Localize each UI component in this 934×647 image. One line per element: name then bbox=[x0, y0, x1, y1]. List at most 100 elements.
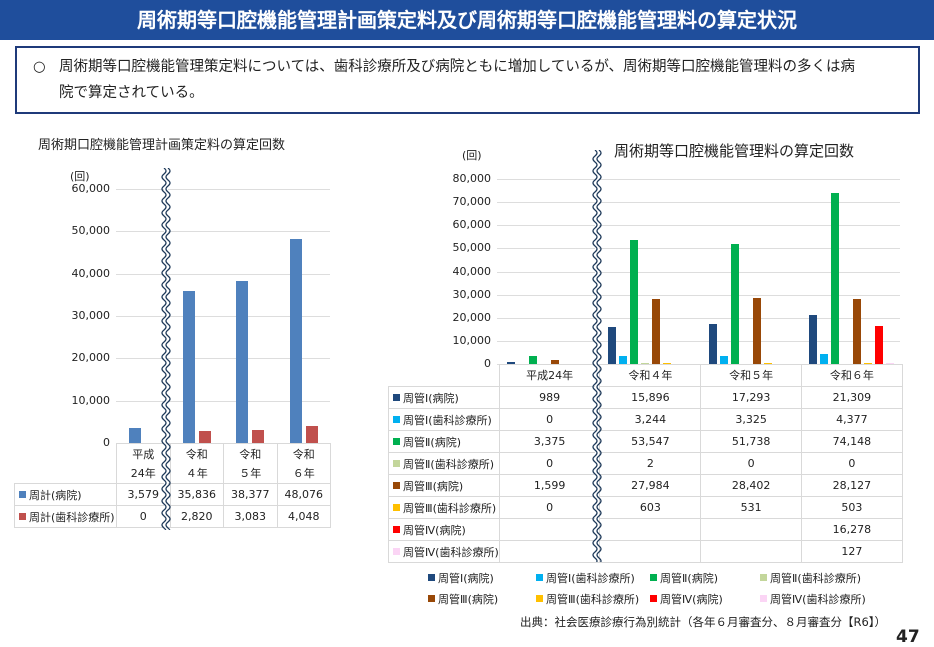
right-chart-title: 周術期等口腔機能管理料の算定回数 bbox=[614, 142, 855, 160]
legend-label: 周管Ⅱ(歯科診療所) bbox=[770, 572, 861, 585]
table-cell: 16,278 bbox=[800, 518, 903, 541]
table-cell bbox=[700, 540, 802, 563]
y-tick-label: 50,000 bbox=[71, 224, 111, 238]
y-tick-label: 20,000 bbox=[452, 310, 492, 324]
legend-swatch-icon bbox=[536, 595, 543, 602]
legend-swatch-icon bbox=[393, 525, 400, 533]
bar bbox=[651, 299, 660, 364]
bar bbox=[618, 356, 627, 364]
legend-label: 周管Ⅲ(病院) bbox=[438, 593, 499, 606]
legend-swatch-icon bbox=[536, 574, 543, 581]
y-tick-label: 60,000 bbox=[452, 218, 492, 232]
category-label: 令和５年 bbox=[700, 364, 802, 387]
axis-break-icon bbox=[161, 168, 171, 530]
category-label: 平成24年 bbox=[498, 364, 601, 387]
summary-box: ○ 周術期等口腔機能管理策定料については、歯科診療所及び病院ともに増加しているが、… bbox=[15, 46, 920, 114]
series-name: 周計(病院) bbox=[29, 488, 82, 502]
series-label: 周計(病院) bbox=[14, 483, 117, 506]
series-name: 周管Ⅰ(歯科診療所) bbox=[403, 413, 492, 427]
legend-item: 周管Ⅳ(病院) bbox=[650, 591, 723, 607]
category-label-line: 令和 bbox=[239, 447, 262, 461]
legend-swatch-icon bbox=[393, 481, 400, 489]
legend-item: 周管Ⅰ(病院) bbox=[428, 570, 494, 586]
category-label: 令和 ６年 bbox=[276, 443, 331, 484]
bar bbox=[629, 240, 638, 364]
page-number: 47 bbox=[896, 627, 920, 647]
table-cell: 38,377 bbox=[223, 483, 278, 506]
table-corner bbox=[14, 443, 117, 484]
table-cell: 35,836 bbox=[169, 483, 224, 506]
source-note: 出典：社会医療診療行為別統計（各年６月審査分、８月審査分【R6】） bbox=[520, 615, 887, 629]
legend-swatch-icon bbox=[393, 547, 400, 555]
bar bbox=[730, 244, 739, 364]
legend-item: 周管Ⅱ(病院) bbox=[650, 570, 718, 586]
table-row: 周管Ⅱ(病院) 3,375 53,547 51,738 74,148 bbox=[388, 430, 903, 453]
bar bbox=[763, 362, 772, 364]
series-label: 周管Ⅲ(病院) bbox=[388, 474, 500, 497]
table-cell bbox=[599, 518, 702, 541]
bar bbox=[507, 361, 515, 364]
legend-swatch-icon bbox=[19, 512, 26, 520]
table-row: 周管Ⅱ(歯科診療所) 0 2 0 0 bbox=[388, 452, 903, 475]
category-label-line: ４年 bbox=[185, 466, 208, 480]
series-name: 周管Ⅲ(病院) bbox=[403, 479, 464, 493]
table-cell: 27,984 bbox=[599, 474, 702, 497]
series-name: 周管Ⅱ(病院) bbox=[403, 435, 461, 449]
bar bbox=[719, 356, 728, 364]
gridline bbox=[497, 179, 900, 180]
gridline bbox=[497, 317, 900, 319]
table-cell: 531 bbox=[700, 496, 802, 519]
table-cell: 4,048 bbox=[276, 505, 331, 528]
table-cell: 0 bbox=[800, 452, 903, 475]
legend-swatch-icon bbox=[393, 459, 400, 467]
bar bbox=[853, 298, 862, 364]
gridline bbox=[116, 231, 330, 233]
bar bbox=[198, 431, 211, 443]
table-row: 周管Ⅰ(歯科診療所) 0 3,244 3,325 4,377 bbox=[388, 408, 903, 431]
legend-label: 周管Ⅰ(病院) bbox=[438, 572, 494, 585]
table-cell: 3,325 bbox=[700, 408, 802, 431]
table-cell: 127 bbox=[800, 540, 903, 563]
series-label: 周管Ⅰ(病院) bbox=[388, 386, 500, 409]
bar bbox=[182, 291, 195, 443]
legend-swatch-icon bbox=[428, 574, 435, 581]
bar bbox=[708, 324, 717, 364]
bar bbox=[129, 427, 141, 443]
right-y-unit: (回) bbox=[462, 149, 482, 162]
left-chart-title: 周術期口腔機能管理計画策定料の算定回数 bbox=[38, 138, 286, 153]
series-name: 周管Ⅱ(歯科診療所) bbox=[403, 457, 494, 471]
summary-line-2: 院で算定されている。 bbox=[59, 85, 204, 101]
legend-item: 周管Ⅲ(病院) bbox=[428, 591, 498, 607]
table-cell: 603 bbox=[599, 496, 702, 519]
legend-swatch-icon bbox=[428, 595, 435, 602]
category-label-line: 平成 bbox=[132, 447, 155, 461]
category-label-line: ６年 bbox=[292, 466, 315, 480]
series-name: 周計(歯科診療所) bbox=[29, 510, 115, 524]
bar bbox=[809, 314, 818, 364]
y-tick-label: 10,000 bbox=[452, 333, 492, 347]
series-name: 周管Ⅲ(歯科診療所) bbox=[403, 501, 497, 515]
gridline bbox=[116, 358, 330, 360]
legend-item: 周管Ⅰ(歯科診療所) bbox=[536, 570, 635, 586]
table-cell: 17,293 bbox=[700, 386, 802, 409]
table-cell: 0 bbox=[700, 452, 802, 475]
category-label-line: 24年 bbox=[130, 466, 156, 480]
legend-item: 周管Ⅳ(歯科診療所) bbox=[760, 591, 866, 607]
bar bbox=[864, 362, 873, 364]
data-table: 平成24年 令和４年 令和５年 令和６年 周管Ⅰ(病院) 989 15,896 17,293 2… bbox=[388, 364, 903, 563]
category-label: 令和６年 bbox=[800, 364, 903, 387]
bar bbox=[820, 353, 829, 364]
category-label-line: 令和 bbox=[292, 447, 315, 461]
bar bbox=[529, 356, 537, 364]
table-cell: 28,127 bbox=[800, 474, 903, 497]
gridline bbox=[497, 202, 900, 204]
y-tick-label: 0 bbox=[484, 357, 491, 370]
gridline bbox=[497, 248, 900, 250]
bar bbox=[252, 429, 264, 443]
left-y-unit: (回) bbox=[70, 170, 90, 183]
table-cell: 21,309 bbox=[800, 386, 903, 409]
gridline bbox=[497, 225, 900, 227]
table-cell: 1,599 bbox=[498, 474, 601, 497]
table-row: 周管Ⅳ(病院) 16,278 bbox=[388, 518, 903, 541]
